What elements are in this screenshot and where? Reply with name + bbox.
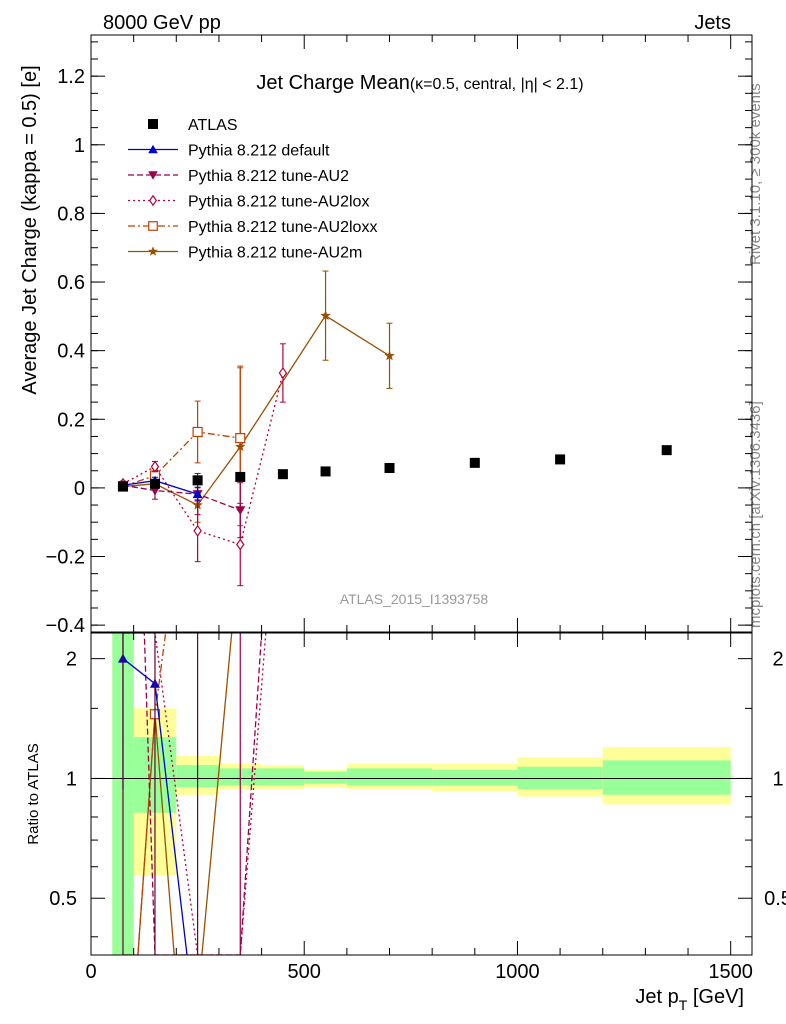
main-ytick-label: 0.6 [57,272,85,294]
header-right: Jets [694,12,731,34]
xtick-label: 0 [85,961,96,983]
xlabel-sub: T [679,997,688,1013]
marker-square [661,445,672,456]
band-green [304,771,347,784]
legend-entry-pythia-8-212-tune-au2lox: Pythia 8.212 tune-AU2lox [128,194,369,211]
ratio-ytick-label-right: 1 [772,768,783,790]
main-ytick-label: 0.4 [57,341,85,363]
marker-diamond [193,524,202,537]
main-ylabel: Average Jet Charge (kappa = 0.5) [e] [19,65,41,394]
marker-star [384,350,395,361]
main-ytick-label: 0.8 [57,203,85,225]
series-line [122,431,241,488]
series-line [122,314,390,506]
xtick-label: 500 [288,961,321,983]
ratio-ylabel: Ratio to ATLAS [25,743,42,844]
main-title: Jet Charge Mean(κ=0.5, central, |η| < 2.… [256,72,583,94]
band-green [602,760,731,795]
marker-triangle-up [148,144,158,154]
marker-square [149,478,160,489]
band-green [261,768,305,786]
legend-entry-pythia-8-212-tune-au2: Pythia 8.212 tune-AU2 [128,168,349,185]
ratio-line [123,633,233,955]
legend-entry-pythia-8-212-default: Pythia 8.212 default [128,143,330,160]
legend-label: Pythia 8.212 tune-AU2loxx [188,219,377,236]
ratio-ytick-label-right: 2 [772,649,783,671]
marker-diamond [278,366,288,380]
marker-triangle-down [149,486,160,496]
marker-square [384,462,395,473]
ratio-plot: 0.5 0.5 1 1 2 2 0 500 1000 1500 Ratio to ATLAS Je… [25,632,786,1013]
legend-label: Pythia 8.212 tune-AU2m [188,245,362,262]
main-frame [90,34,753,633]
xtick-label: 1000 [495,961,540,983]
marker-square [235,471,246,482]
main-plot: −0.4 −0.2 0 0.2 0.4 0.6 0.8 1 1.2 Jet Charge Mea… [19,34,753,637]
marker-square [148,119,158,129]
xtick-label: 1500 [708,961,753,983]
marker-square [555,454,566,465]
marker-square [117,481,128,492]
main-ytick-label: −0.2 [46,547,85,569]
main-ytick-label: 0 [74,478,85,500]
marker-diamond [148,194,158,207]
main-axes: −0.4 −0.2 0 0.2 0.4 0.6 0.8 1 1.2 [46,35,752,637]
legend: ATLAS Pythia 8.212 default Pythia 8.212 tu… [128,117,377,262]
main-ytick-label: 0.2 [57,409,85,431]
legend-label: Pythia 8.212 tune-AU2 [188,168,349,185]
legend-label: Pythia 8.212 default [188,143,330,160]
series-line [122,372,284,546]
marker-square [192,475,203,486]
main-title-text: Jet Charge Mean [256,72,409,94]
band-green [346,768,433,786]
series-atlas [117,445,672,492]
main-data [117,270,672,587]
ratio-ytick-label: 1 [66,768,77,790]
marker-open-square [148,221,158,231]
ratio-frame [90,632,753,956]
marker-square [469,457,480,468]
marker-open-square [235,433,246,444]
analysis-watermark: ATLAS_2015_I1393758 [340,591,489,607]
ratio-bands [91,633,752,955]
marker-triangle-down [148,171,158,180]
mcplots-label: mcplots.cern.ch [arXiv:1306.3436] [747,401,764,628]
ratio-axes: 0.5 0.5 1 1 2 2 0 500 1000 1500 [49,633,786,983]
ratio-data [117,633,267,955]
ratio-ytick-label: 0.5 [49,888,77,910]
rivet-label: Rivet 3.1.10, ≥ 300k events [747,83,764,265]
marker-triangle-up [192,489,203,499]
ratio-line [123,633,263,955]
marker-star [320,310,331,321]
ratio-line [123,633,167,955]
marker-square [277,469,288,480]
series-pythia-8-212-default [117,475,203,502]
marker-star [148,246,158,256]
marker-open-square [192,426,203,438]
band-green [432,770,518,786]
ratio-ytick-label-right: 0.5 [764,888,786,910]
legend-label: Pythia 8.212 tune-AU2lox [188,194,369,211]
xlabel-main: Jet p [635,986,678,1008]
legend-label: ATLAS [188,117,238,134]
legend-entry-atlas: ATLAS [148,117,238,134]
series-pythia-8-212-tune-au2lox [118,343,288,587]
marker-triangle-down [235,506,246,516]
header-left: 8000 GeV pp [103,12,221,34]
main-ytick-label: 1.2 [57,66,85,88]
main-ytick-label: 1 [74,135,85,157]
main-title-sub: (κ=0.5, central, |η| < 2.1) [410,76,584,93]
marker-diamond [150,460,160,473]
xlabel: Jet pT [GeV] [635,986,744,1013]
main-ytick-label: −0.4 [46,615,85,637]
xlabel-unit: [GeV] [687,986,744,1008]
marker-diamond [236,538,245,551]
legend-entry-pythia-8-212-tune-au2loxx: Pythia 8.212 tune-AU2loxx [128,219,377,236]
ratio-series-pythia-8-212-tune-au2 [123,633,263,955]
ratio-ytick-label: 2 [66,649,77,671]
legend-entry-pythia-8-212-tune-au2m: Pythia 8.212 tune-AU2m [128,245,362,262]
marker-square [320,466,331,477]
